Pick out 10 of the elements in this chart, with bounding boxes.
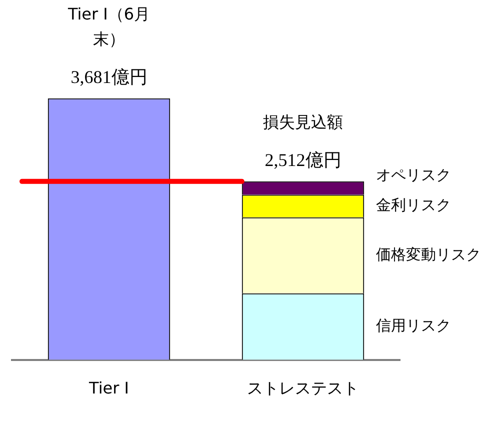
series-label: 信用リスク xyxy=(376,316,452,334)
x-tick-label: Tier Ⅰ xyxy=(88,378,129,398)
series-label: 価格変動リスク xyxy=(376,245,482,264)
data-label: 3,681億円 xyxy=(70,67,148,88)
annotation: 損失見込額 xyxy=(263,112,343,132)
total-label: 2,512億円 xyxy=(264,150,342,170)
x-tick-label: ストレステスト xyxy=(247,378,359,398)
series-label: 金利リスク xyxy=(376,196,452,214)
series-label: オペリスク xyxy=(376,166,452,184)
text: Tier Ⅰ（6月末） xyxy=(66,4,150,49)
